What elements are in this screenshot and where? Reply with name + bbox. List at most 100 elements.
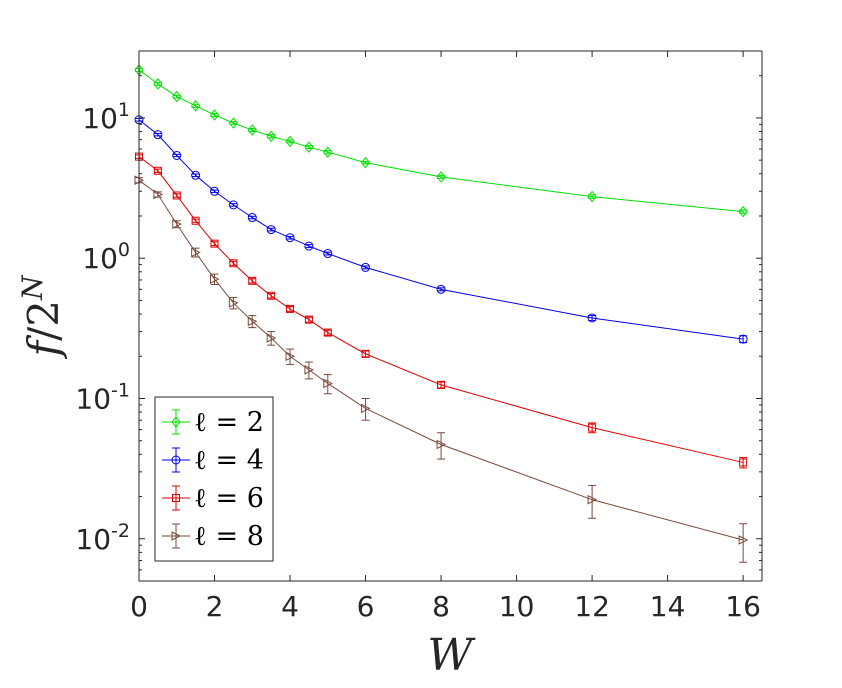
x-tick-label: 12: [574, 590, 610, 623]
series-3: [135, 152, 748, 469]
series-1: [134, 64, 748, 218]
data-point: [285, 233, 295, 243]
data-point: [587, 494, 598, 505]
error-bar: [248, 315, 257, 329]
error-bar: [437, 432, 446, 460]
data-point: [172, 150, 182, 160]
data-point: [153, 189, 163, 200]
data-point: [228, 200, 238, 210]
legend-label: ℓ = 8: [194, 521, 264, 552]
plot-frame: [138, 50, 763, 582]
y-tick-label-base: 10: [82, 102, 118, 135]
y-tick-label-exponent: 1: [118, 99, 130, 121]
error-bar: [361, 265, 370, 270]
legend-label: ℓ = 2: [194, 407, 264, 438]
error-bar: [267, 293, 276, 299]
data-point: [210, 239, 219, 248]
data-point: [153, 78, 163, 90]
error-bar: [210, 273, 219, 285]
error-bar: [588, 315, 597, 321]
error-bar: [267, 331, 276, 346]
legend: ℓ = 2 ℓ = 4 ℓ = 6 ℓ = 8: [154, 396, 274, 562]
y-tick-label-exponent: -2: [111, 520, 130, 542]
y-tick-label-exponent: 0: [118, 239, 130, 261]
series-layer: [134, 64, 749, 563]
data-point: [304, 241, 314, 251]
ticks-layer: [138, 50, 762, 582]
data-point: [738, 205, 748, 218]
data-point: [361, 262, 371, 272]
x-tick-label: 14: [650, 590, 686, 623]
legend-label: ℓ = 4: [194, 445, 264, 476]
data-point: [247, 213, 257, 223]
y-tick-label: 10-1: [75, 379, 130, 415]
y-tick-label-base: 10: [82, 242, 118, 275]
data-point: [323, 378, 333, 389]
legend-marker: [171, 455, 181, 465]
data-point: [323, 249, 333, 259]
data-point: [587, 190, 597, 203]
data-point: [436, 439, 447, 450]
data-point: [248, 276, 257, 285]
legend-marker: [171, 416, 181, 428]
x-tick-label: 6: [357, 590, 375, 623]
data-point: [209, 109, 220, 121]
data-point: [210, 186, 220, 196]
error-bar: [437, 381, 446, 389]
data-point: [172, 219, 182, 229]
error-bar: [229, 203, 238, 207]
data-point: [153, 166, 162, 175]
x-tick-label: 0: [130, 590, 148, 623]
error-bar: [286, 348, 295, 365]
error-bar: [248, 278, 257, 284]
data-point: [191, 170, 201, 180]
legend-entry: ℓ = 8: [162, 521, 264, 552]
error-bar: [191, 247, 200, 258]
data-point: [247, 124, 257, 136]
error-bar: [437, 287, 446, 292]
error-bar: [323, 251, 332, 256]
data-point: [191, 216, 200, 225]
error-bar: [172, 193, 181, 198]
data-point: [361, 403, 371, 414]
y-axis-label-slash: /2: [19, 300, 68, 341]
series-2: [134, 115, 748, 344]
data-point: [304, 315, 313, 324]
data-point: [437, 380, 446, 389]
error-bar: [323, 329, 332, 336]
error-bar: [153, 168, 162, 174]
legend-entry: ℓ = 2: [162, 407, 264, 438]
data-point: [191, 247, 201, 258]
legend-entry: ℓ = 6: [162, 483, 264, 514]
error-bar: [191, 173, 200, 178]
data-point: [228, 117, 239, 129]
data-point: [210, 274, 220, 284]
data-point: [739, 458, 748, 467]
data-point: [190, 100, 201, 112]
error-bar: [304, 361, 313, 380]
data-point: [172, 90, 182, 103]
data-point: [304, 141, 314, 153]
error-bar: [304, 316, 313, 323]
y-tick-label: 100: [82, 239, 130, 275]
x-tick-label: 4: [281, 590, 299, 623]
y-tick-label: 10-2: [75, 520, 130, 556]
error-bar: [267, 227, 276, 232]
data-point: [228, 298, 239, 308]
legend-label: ℓ = 6: [194, 483, 264, 514]
x-tick-label: 10: [499, 590, 535, 623]
legend-marker: [171, 531, 182, 541]
y-tick-label: 101: [82, 99, 130, 135]
data-point: [266, 225, 276, 235]
error-bar: [210, 189, 219, 194]
data-point: [304, 365, 315, 375]
data-point: [286, 304, 295, 313]
data-point: [323, 146, 333, 158]
x-tick-label: 8: [432, 590, 450, 623]
error-bar: [739, 523, 748, 563]
data-point: [361, 349, 370, 358]
error-bar: [172, 153, 181, 158]
legend-marker: [172, 494, 180, 502]
